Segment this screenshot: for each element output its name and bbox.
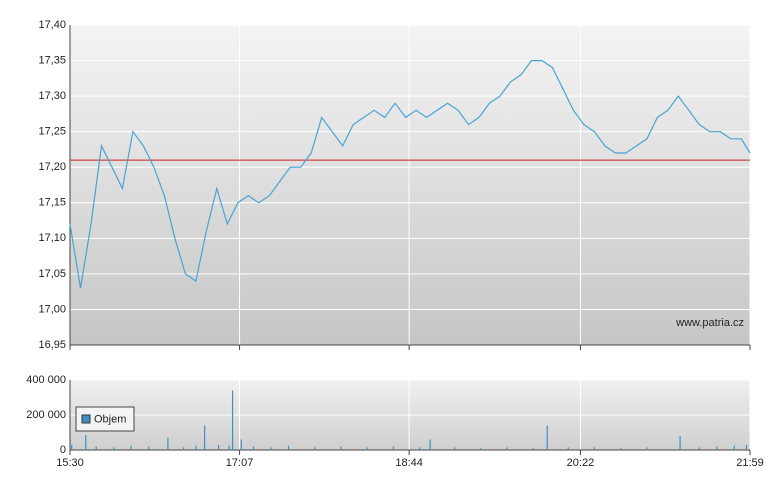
- legend: Objem: [75, 406, 135, 432]
- y-tick-label: 17,00: [38, 303, 66, 315]
- volume-bar: [480, 448, 482, 450]
- volume-bar: [85, 435, 87, 450]
- volume-bar: [646, 447, 648, 450]
- legend-label: Objem: [94, 413, 126, 425]
- legend-box: [75, 406, 135, 432]
- volume-bar: [716, 446, 718, 450]
- y-tick-label: 0: [60, 444, 66, 456]
- y-tick-label: 17,25: [38, 126, 66, 138]
- volume-bar: [217, 444, 220, 450]
- x-tick-label: 21:59: [736, 457, 764, 469]
- volume-bar: [745, 444, 748, 450]
- volume-bar: [698, 447, 700, 450]
- volume-bar: [113, 447, 115, 450]
- x-tick-label: 20:22: [567, 457, 595, 469]
- volume-bar: [148, 446, 150, 450]
- volume-bar: [240, 439, 242, 450]
- volume-bar: [429, 439, 431, 450]
- y-tick-label: 17,10: [38, 232, 66, 244]
- volume-bar: [453, 447, 456, 450]
- volume-bar: [532, 448, 534, 450]
- x-tick-label: 15:30: [56, 457, 84, 469]
- y-tick-label: 400 000: [26, 374, 66, 386]
- price-line: [69, 60, 751, 289]
- y-tick-label: 16,95: [38, 339, 66, 351]
- y-tick-label: 200 000: [26, 409, 66, 421]
- x-tick-label: 17:07: [226, 457, 254, 469]
- volume-bar: [228, 445, 230, 450]
- volume-bar: [419, 447, 421, 450]
- price-plot-area: [70, 25, 750, 345]
- volume-bar: [287, 445, 290, 450]
- volume-bar: [314, 447, 316, 450]
- volume-bar: [130, 445, 132, 450]
- legend-swatch: [81, 414, 91, 424]
- volume-bar: [733, 445, 735, 450]
- volume-bar: [231, 390, 234, 450]
- x-tick-label: 18:44: [395, 457, 423, 469]
- y-tick-label: 17,35: [38, 54, 66, 66]
- volume-bar: [679, 436, 681, 450]
- annotation: www.patria.cz: [675, 317, 744, 329]
- volume-bar: [204, 425, 206, 450]
- y-tick-label: 17,30: [38, 90, 66, 102]
- volume-bar: [546, 425, 548, 450]
- volume-bar: [270, 447, 272, 450]
- volume-bar: [366, 447, 368, 450]
- volume-bar: [593, 447, 596, 450]
- y-tick-label: 17,05: [38, 268, 66, 280]
- y-tick-label: 17,15: [38, 197, 66, 209]
- volume-bar: [195, 445, 197, 450]
- volume-bar: [71, 444, 73, 450]
- volume-bar: [252, 446, 255, 450]
- y-tick-label: 17,20: [38, 161, 66, 173]
- volume-bar: [392, 446, 394, 450]
- y-tick-label: 17,40: [38, 19, 66, 31]
- volume-bar: [95, 446, 97, 450]
- volume-bar: [567, 447, 569, 450]
- volume-bar: [167, 437, 169, 450]
- volume-bar: [340, 446, 342, 450]
- volume-bar: [183, 447, 185, 450]
- volume-bar: [506, 447, 508, 450]
- volume-bar: [620, 448, 622, 450]
